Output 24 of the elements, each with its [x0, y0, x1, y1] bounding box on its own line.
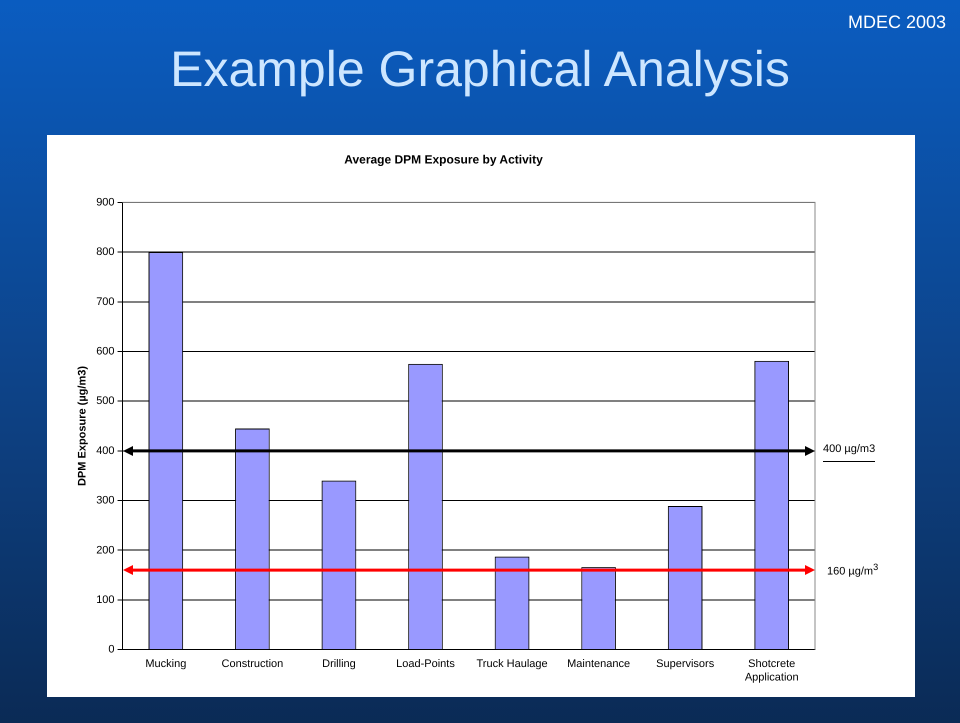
x-tick-label: Mucking: [145, 658, 186, 670]
x-tick-label: Drilling: [322, 658, 356, 670]
text: MDEC 2003: [848, 12, 946, 33]
x-tick-label: Maintenance: [567, 658, 630, 670]
x-tick-label: Truck Haulage: [476, 658, 548, 670]
x-tick-label: Construction: [222, 658, 284, 670]
ref-line-label: 400 µg/m3: [823, 442, 876, 462]
x-tick-label: Shotcrete Application: [744, 658, 799, 684]
y-tick-label: 100: [96, 594, 115, 606]
y-tick-label: 400: [96, 444, 115, 457]
y-tick-label: 700: [96, 296, 115, 308]
ref-line-label: 160 µg/m$^{3}$: [827, 562, 878, 578]
y-tick-label: 0: [108, 644, 115, 656]
y-tick-label: 800: [96, 246, 115, 258]
y-tick-label: 900: [96, 196, 115, 208]
y-axis-title: DPM Exposure (µg/m3): [76, 366, 89, 486]
y-tick-label: 200: [96, 544, 115, 556]
y-tick-label: 300: [96, 494, 115, 507]
x-tick-label: Supervisors: [656, 658, 715, 670]
y-tick-label: 600: [96, 346, 115, 358]
chart-title: Average DPM Exposure by Activity: [344, 152, 544, 167]
text: Example Graphical Analysis: [169, 40, 791, 98]
x-tick-label: Load-Points: [396, 658, 456, 670]
y-tick-label: 500: [96, 395, 115, 408]
